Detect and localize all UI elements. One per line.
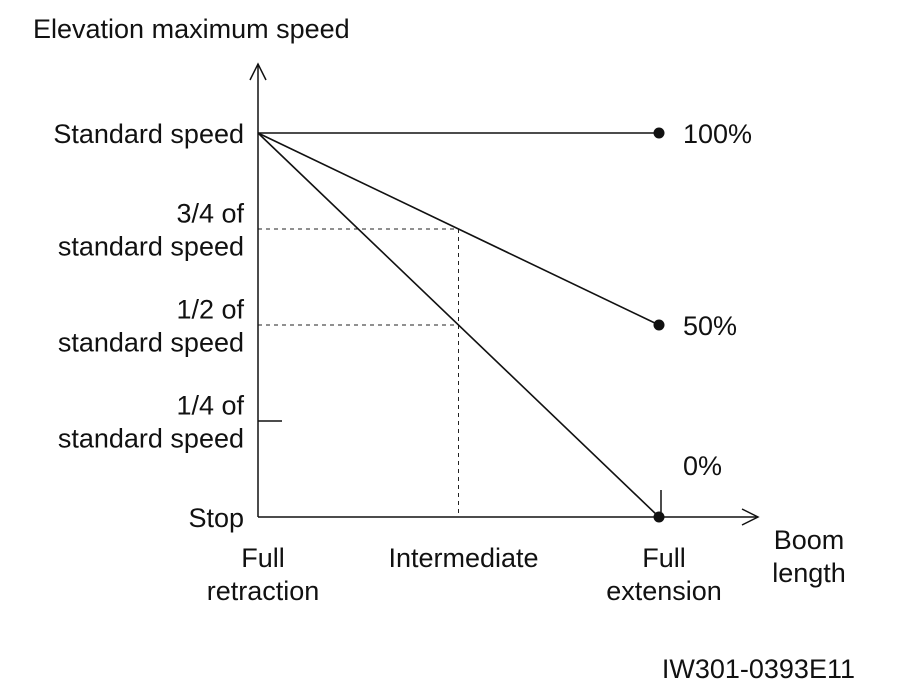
- y-tick-label-line: standard speed: [58, 328, 244, 358]
- y-tick-label-line: 1/2 of: [176, 295, 244, 325]
- y-tick-label: 3/4 of standard speed: [58, 199, 245, 262]
- x-tick-label-line: retraction: [207, 576, 320, 606]
- y-tick-label-line: standard speed: [58, 232, 244, 262]
- x-axis-title-line: Boom: [774, 525, 845, 555]
- y-tick-label: 1/4 of standard speed: [58, 391, 245, 454]
- y-tick-label: Standard speed: [53, 119, 244, 149]
- y-axis-arrow: [249, 62, 267, 81]
- series-line-1: [257, 132, 660, 326]
- series-label-1: 50%: [683, 311, 737, 341]
- x-tick-label-line: extension: [606, 576, 722, 606]
- x-tick-label: Intermediate: [388, 543, 538, 573]
- y-tick-label-line: standard speed: [58, 424, 244, 454]
- figure-code: IW301-0393E11: [662, 654, 855, 684]
- y-tick-label-line: Stop: [188, 503, 244, 533]
- x-tick-label: Full extension: [606, 543, 722, 606]
- x-axis-arrow: [741, 508, 760, 526]
- series-line-2: [257, 132, 660, 518]
- y-tick-label-line: 1/4 of: [176, 391, 244, 421]
- x-tick-label-line: Full: [642, 543, 686, 573]
- y-tick-label: Stop: [188, 503, 244, 533]
- y-tick-label: 1/2 of standard speed: [58, 295, 245, 358]
- x-tick-label-line: Intermediate: [388, 543, 538, 573]
- y-tick-label-line: Standard speed: [53, 119, 244, 149]
- y-axis-title: Elevation maximum speed: [33, 14, 350, 44]
- x-axis-title-line: length: [772, 558, 846, 588]
- x-tick-label-line: Full: [241, 543, 285, 573]
- x-axis-title: Boom length: [772, 525, 846, 588]
- series-end-point-0: [653, 127, 665, 139]
- series-end-point-2: [653, 511, 665, 523]
- series-label-0: 100%: [683, 119, 752, 149]
- y-tick-label-line: 3/4 of: [176, 199, 244, 229]
- series-label-2: 0%: [683, 451, 722, 481]
- x-tick-label: Full retraction: [207, 543, 320, 606]
- series-end-point-1: [653, 319, 665, 331]
